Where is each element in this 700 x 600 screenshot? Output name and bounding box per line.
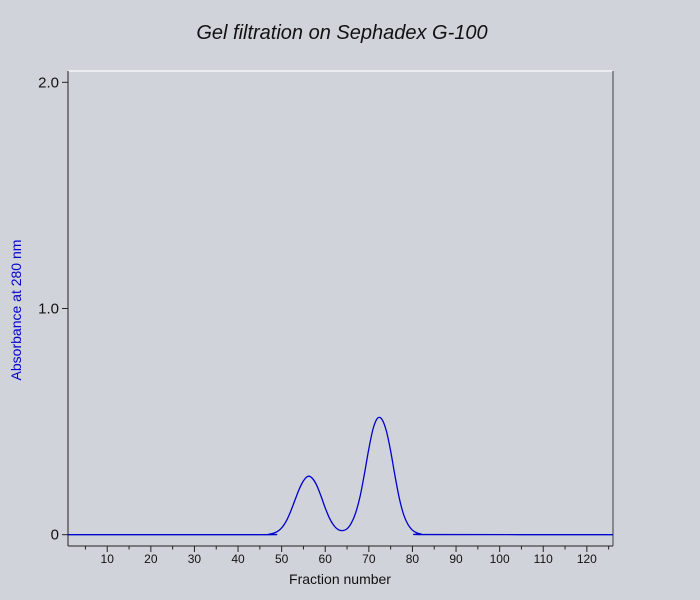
x-axis-label: Fraction number bbox=[289, 571, 391, 587]
x-axis-ticks: 10 20 30 40 50 60 70 80 90 100 110 120 bbox=[84, 546, 610, 566]
chart-title: Gel filtration on Sephadex G-100 bbox=[196, 22, 487, 44]
x-tick-label-70: 70 bbox=[362, 552, 376, 566]
axes bbox=[67, 71, 613, 547]
x-tick-label-100: 100 bbox=[490, 552, 510, 566]
plot-frame bbox=[68, 70, 614, 546]
series-line-0 bbox=[68, 416, 614, 536]
series-layer bbox=[68, 416, 614, 536]
x-tick-label-20: 20 bbox=[144, 552, 158, 566]
y-axis-ticks: 0 1.0 2.0 bbox=[38, 74, 68, 544]
x-tick-label-60: 60 bbox=[319, 552, 333, 566]
x-tick-label-80: 80 bbox=[406, 552, 420, 566]
x-tick-label-50: 50 bbox=[275, 552, 289, 566]
x-tick-label-120: 120 bbox=[577, 552, 597, 566]
x-tick-label-30: 30 bbox=[188, 552, 202, 566]
y-tick-label-1.0: 1.0 bbox=[38, 301, 59, 318]
x-tick-label-90: 90 bbox=[449, 552, 463, 566]
x-tick-label-110: 110 bbox=[534, 552, 553, 566]
y-axis-label: Absorbance at 280 nm bbox=[8, 240, 24, 381]
x-tick-label-10: 10 bbox=[101, 552, 115, 566]
y-tick-label-2.0: 2.0 bbox=[38, 74, 59, 91]
x-tick-label-40: 40 bbox=[231, 552, 245, 566]
y-tick-label-0: 0 bbox=[51, 527, 59, 544]
